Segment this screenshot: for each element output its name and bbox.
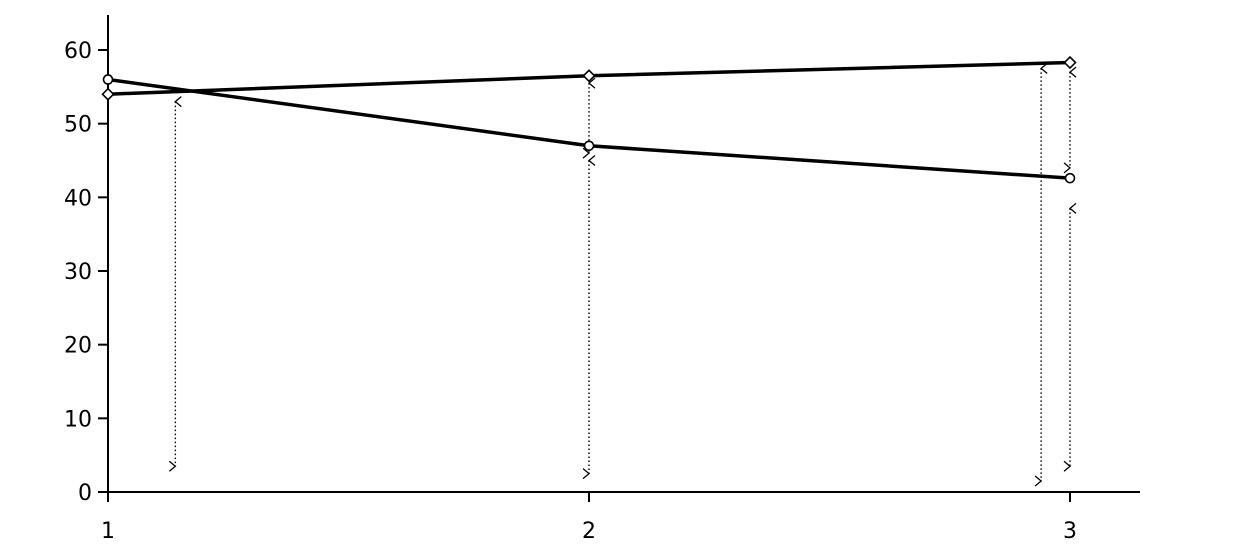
series-1-diamond-point <box>582 69 596 83</box>
x-tick-label: 3 <box>1063 519 1077 544</box>
series-2-circle-point <box>102 74 114 85</box>
series-2-circle-point <box>583 140 595 152</box>
x-tick-label: 2 <box>582 519 596 544</box>
y-tick-label: 20 <box>64 334 92 359</box>
annotation-arrows <box>175 68 1070 481</box>
series-markers <box>101 55 1077 184</box>
y-tick-label: 0 <box>78 481 92 506</box>
y-ticks: 0 10 20 30 40 50 60 <box>64 39 108 506</box>
series-1-diamond-point <box>101 87 115 101</box>
y-tick-label: 50 <box>64 113 92 138</box>
y-tick-label: 40 <box>64 186 92 211</box>
series-line-2 <box>107 77 1071 180</box>
y-tick-label: 10 <box>64 407 92 432</box>
y-tick-label: 30 <box>64 260 92 285</box>
y-tick-label: 60 <box>64 39 92 64</box>
series-1-diamond-point <box>1063 55 1077 70</box>
x-ticks: 1 2 3 <box>101 492 1077 544</box>
x-tick-label: 1 <box>101 519 115 544</box>
series-2-circle-point <box>1064 172 1076 184</box>
